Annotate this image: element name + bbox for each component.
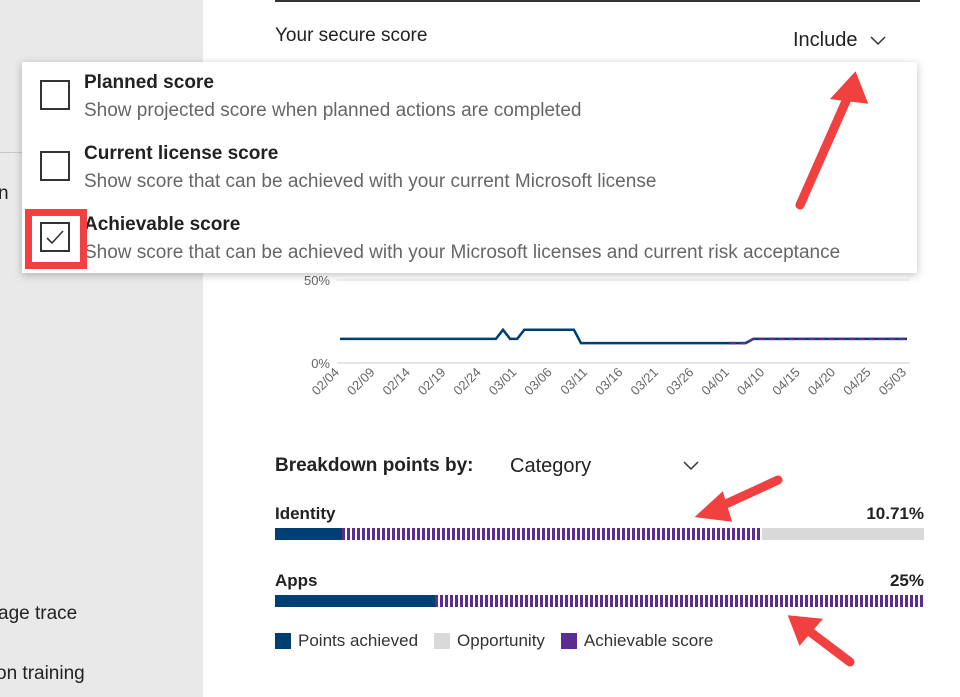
x-tick-label: 02/14	[379, 365, 413, 399]
legend-swatch	[275, 633, 291, 649]
x-tick-label: 03/26	[663, 365, 697, 399]
option-description: Show score that can be achieved with you…	[84, 242, 841, 263]
score-history-chart: 50% 0% 02/04 02/09 02/14 02/19 02/24 03/01 03/…	[304, 273, 910, 399]
highlight-box	[25, 209, 87, 269]
checkmark-icon	[46, 230, 64, 245]
chevron-down-icon	[683, 461, 699, 471]
y-tick-label: 0%	[311, 356, 330, 371]
x-tick-label: 02/24	[450, 365, 484, 399]
option-current-license-score[interactable]: Current license score Show score that ca…	[22, 133, 917, 203]
x-tick-label: 05/03	[876, 365, 910, 399]
checkbox-checked[interactable]	[40, 222, 70, 252]
option-planned-score[interactable]: Planned score Show projected score when …	[22, 62, 917, 132]
nav-item-training[interactable]: on training	[0, 663, 85, 684]
x-tick-label: 04/10	[734, 365, 768, 399]
progress-bar	[275, 595, 924, 607]
nav-item[interactable]: n	[0, 183, 9, 204]
include-label: Include	[793, 29, 858, 51]
legend-label: Achievable score	[583, 631, 714, 650]
achievable-fill	[342, 528, 762, 540]
chevron-down-icon	[869, 35, 886, 45]
legend-swatch	[434, 633, 451, 649]
legend-swatch	[560, 633, 577, 649]
option-label: Achievable score	[84, 214, 241, 235]
section-title: Your secure score	[275, 25, 428, 46]
legend-item: Opportunity	[434, 631, 545, 651]
option-description: Show score that can be achieved with you…	[84, 171, 657, 192]
series-line	[340, 327, 907, 345]
category-name: Identity	[275, 504, 336, 523]
category-percent: 10.71%	[866, 504, 924, 523]
category-percent: 25%	[889, 571, 924, 590]
x-tick-label: 04/25	[840, 365, 874, 399]
x-tick-label: 04/20	[805, 365, 839, 399]
progress-bar	[275, 528, 924, 540]
option-label: Planned score	[84, 72, 214, 93]
x-tick-label: 03/01	[486, 365, 520, 399]
arrow-annotation	[800, 623, 855, 667]
legend-item: Points achieved	[275, 631, 418, 651]
x-tick-label: 03/21	[627, 365, 661, 399]
x-tick-label: 02/09	[344, 365, 378, 399]
arrowhead	[787, 615, 824, 646]
breakdown-label: Breakdown points by:	[275, 455, 474, 476]
arrowhead	[694, 491, 733, 522]
breakdown-selected: Category	[510, 455, 592, 477]
include-menu: Planned score Show projected score when …	[22, 62, 917, 273]
achieved-fill	[275, 528, 343, 540]
legend-item: Achievable score	[560, 631, 714, 651]
arrow-annotation	[710, 475, 783, 514]
x-tick-label: 02/19	[415, 365, 449, 399]
x-tick-label: 03/06	[521, 365, 555, 399]
checkbox[interactable]	[40, 80, 70, 110]
legend-label: Points achieved	[298, 631, 419, 650]
category-name: Apps	[275, 571, 318, 590]
option-achievable-score[interactable]: Achievable score Show score that can be …	[22, 204, 917, 274]
achieved-fill	[275, 595, 436, 607]
legend-label: Opportunity	[457, 631, 545, 650]
option-description: Show projected score when planned action…	[84, 100, 582, 121]
y-tick-label: 50%	[304, 273, 330, 288]
divider	[275, 0, 920, 2]
achievable-fill	[435, 595, 924, 607]
x-tick-label: 03/11	[557, 365, 590, 398]
checkbox[interactable]	[40, 151, 70, 181]
series-line	[729, 337, 907, 345]
x-tick-label: 04/01	[698, 365, 732, 399]
include-dropdown[interactable]: Include	[793, 29, 886, 52]
nav-item-message-trace[interactable]: age trace	[0, 603, 78, 624]
x-tick-label: 04/15	[769, 365, 803, 399]
legend: Points achieved Opportunity Achievable s…	[275, 631, 713, 651]
breakdown-dropdown[interactable]: Category	[510, 455, 699, 478]
option-label: Current license score	[84, 143, 279, 164]
x-tick-label: 03/16	[592, 365, 626, 399]
